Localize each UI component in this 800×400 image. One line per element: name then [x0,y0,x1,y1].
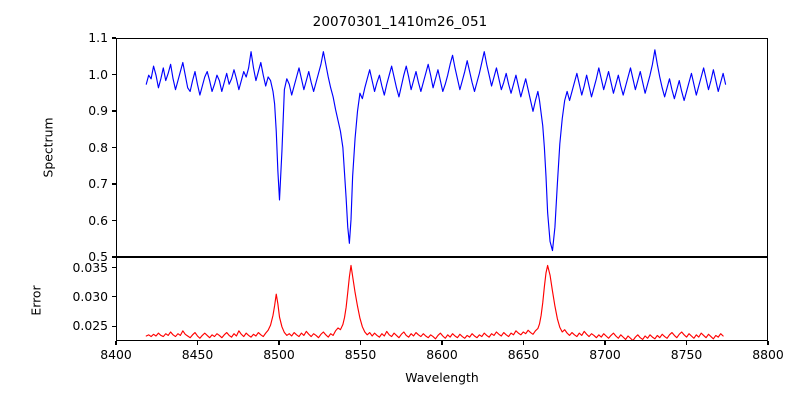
x-tick-label: 8800 [752,347,784,362]
x-tick-label: 8650 [507,347,540,362]
spectrum-y-tick-label: 0.5 [88,249,108,264]
x-tick-mark [196,341,199,345]
x-tick-mark [685,341,688,345]
x-tick-label: 8450 [181,347,214,362]
x-tick-label: 8500 [263,347,295,362]
error-series-line [145,264,724,340]
x-tick-mark [767,341,769,345]
x-tick-label: 8700 [589,347,621,362]
x-tick-label: 8750 [670,347,703,362]
spectrum-y-tick-label: 0.8 [88,139,108,155]
x-axis-label: Wavelength [405,370,479,385]
x-tick-mark [115,341,117,345]
spectrum-y-axis-label: Spectrum [40,117,56,178]
x-tick-label: 8600 [426,347,458,362]
x-tick-mark [441,341,443,345]
spectrum-plot-panel [116,38,768,257]
error-y-tick-mark [112,266,116,269]
error-plot-panel [116,257,768,341]
spectrum-y-tick-label: 0.9 [88,103,108,118]
spectrum-y-tick-mark [112,256,116,258]
spectrum-y-tick-mark [112,146,116,149]
spectrum-y-tick-label: 0.7 [88,176,108,191]
error-y-tick-label: 0.030 [72,288,108,304]
page-title: 20070301_1410m26_051 [312,14,488,30]
error-y-tick-label: 0.035 [72,259,108,275]
spectrum-y-tick-label: 1.1 [88,30,108,45]
x-tick-mark [278,341,280,345]
spectrum-y-tick-mark [112,219,116,222]
spectrum-y-tick-mark [112,73,116,76]
x-tick-label: 8550 [344,347,377,362]
error-y-tick-mark [112,325,116,327]
error-y-tick-mark [112,296,116,298]
spectrum-series-line [145,49,727,252]
spectrum-y-tick-mark [112,110,116,112]
spectrum-y-tick-label: 0.6 [88,212,108,228]
spectrum-y-tick-label: 1.0 [88,66,108,82]
error-y-tick-label: 0.025 [72,318,108,334]
x-tick-mark [522,341,525,345]
x-tick-mark [604,341,606,345]
spectrum-y-tick-mark [112,183,116,185]
x-tick-label: 8400 [100,347,132,362]
x-tick-mark [359,341,362,345]
error-y-axis-label: Error [28,285,44,316]
spectrum-y-tick-mark [112,37,116,39]
